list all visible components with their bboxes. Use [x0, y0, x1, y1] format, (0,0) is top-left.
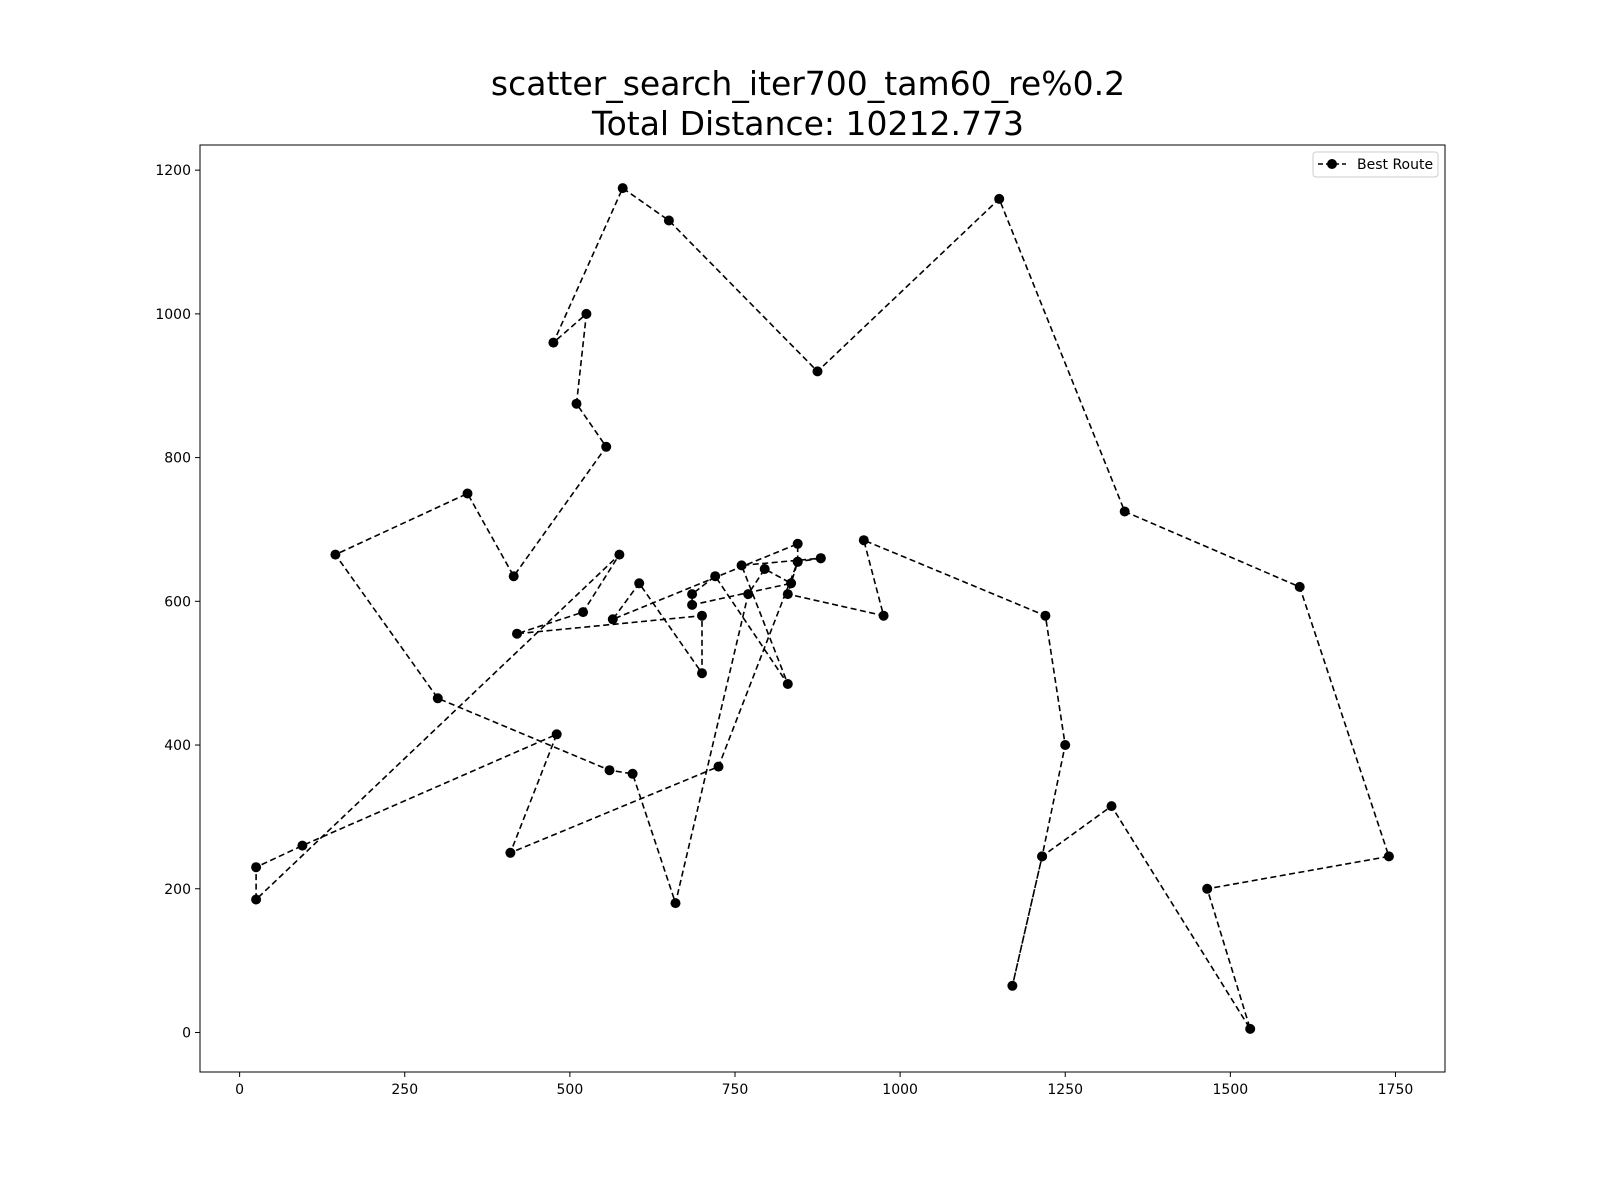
route-point — [617, 183, 628, 194]
route-point — [1007, 980, 1018, 991]
y-tick-label: 1000 — [155, 307, 191, 323]
route-point — [743, 589, 754, 600]
route-point — [297, 840, 308, 851]
route-point — [782, 589, 793, 600]
y-tick-label: 800 — [164, 451, 191, 467]
route-point — [1040, 610, 1051, 621]
route-point — [697, 610, 707, 621]
x-tick-label: 500 — [557, 1082, 584, 1098]
route-layer — [251, 183, 1394, 1034]
x-tick-label: 1750 — [1378, 1082, 1414, 1098]
legend-marker — [1327, 159, 1337, 169]
route-point — [670, 898, 681, 909]
y-tick-label: 200 — [164, 882, 191, 898]
plot-frame — [199, 144, 1446, 1073]
route-point — [782, 679, 793, 689]
route-point — [614, 549, 625, 560]
route-point — [736, 560, 747, 571]
x-tick-label: 1500 — [1213, 1082, 1249, 1098]
route-point — [634, 578, 645, 589]
route-point — [710, 571, 721, 582]
route-point — [578, 607, 589, 618]
route-point — [508, 571, 519, 582]
route-point — [812, 366, 823, 377]
legend-box — [1312, 151, 1439, 178]
route-point — [1037, 851, 1048, 862]
route-point — [687, 599, 698, 610]
route-point — [251, 894, 262, 905]
y-axis-ticks: 0 200 400 600 800 1000 1200 — [155, 163, 200, 1041]
route-point — [663, 215, 674, 226]
route-point — [994, 193, 1005, 204]
route-point — [697, 668, 707, 679]
route-point — [604, 765, 615, 776]
route-point — [858, 535, 869, 546]
route-point — [548, 337, 559, 348]
y-tick-label: 400 — [164, 738, 191, 754]
route-point — [581, 308, 592, 319]
route-point — [505, 847, 516, 858]
y-tick-label: 600 — [164, 594, 191, 610]
y-tick-label: 1200 — [155, 163, 191, 179]
route-point — [512, 628, 522, 639]
route-point — [1202, 883, 1213, 894]
route-point — [601, 441, 612, 452]
route-point — [1106, 801, 1117, 812]
chart-title-line2: Total Distance: 10212.773 — [591, 104, 1024, 143]
x-tick-label: 250 — [391, 1082, 418, 1098]
route-point — [551, 729, 562, 740]
route-point — [687, 589, 698, 600]
route-point — [1294, 581, 1305, 592]
route-point — [786, 578, 797, 589]
route-point — [627, 768, 638, 779]
route-point — [251, 862, 262, 873]
x-tick-label: 1000 — [882, 1082, 918, 1098]
route-point — [1060, 740, 1071, 750]
x-tick-label: 750 — [722, 1082, 749, 1098]
route-point — [1383, 851, 1394, 862]
route-point — [462, 488, 473, 499]
route-point — [759, 564, 770, 574]
route-point — [432, 693, 443, 704]
route-point — [878, 610, 889, 621]
route-point — [713, 761, 724, 772]
legend: Best Route — [1312, 151, 1439, 178]
route-point — [792, 556, 803, 567]
x-tick-label: 1250 — [1047, 1082, 1083, 1098]
route-point — [1245, 1023, 1256, 1034]
legend-label-best-route: Best Route — [1357, 157, 1433, 173]
x-tick-label: 0 — [235, 1082, 244, 1098]
x-axis-ticks: 0 250 500 750 1000 1250 1500 1750 — [235, 1072, 1413, 1098]
route-point — [330, 549, 341, 560]
route-point — [815, 553, 826, 564]
y-tick-label: 0 — [182, 1025, 191, 1041]
route-point — [607, 614, 618, 625]
route-point — [571, 398, 582, 409]
route-point — [1119, 506, 1130, 517]
route-point — [792, 538, 803, 549]
chart-title-line1: scatter_search_iter700_tam60_re%0.2 — [491, 64, 1125, 103]
